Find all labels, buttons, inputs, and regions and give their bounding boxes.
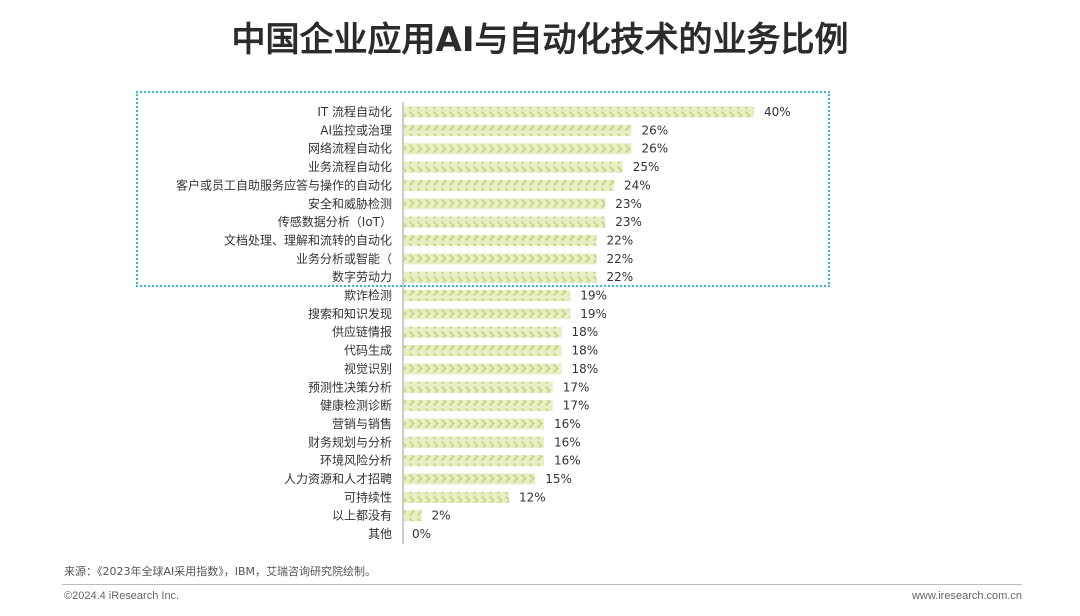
bar [404,253,597,265]
category-label: 营销与销售 [332,416,392,431]
value-label: 25% [633,160,660,174]
website-link[interactable]: www.iresearch.com.cn [911,590,1022,602]
category-label: 搜索和知识发现 [308,306,392,321]
value-label: 15% [545,472,572,486]
category-label: 人力资源和人才招聘 [284,472,392,486]
bar [404,106,754,118]
bar [404,290,571,301]
value-label: 17% [563,399,590,413]
value-label: 19% [580,307,607,321]
bar-chart: IT 流程自动化 40% AI监控或治理 26% 网络流程自动化 26% 业务流程自动化 25… [176,102,791,544]
category-label: 文档处理、理解和流转的自动化 [224,232,392,247]
bar [404,436,544,448]
category-label: 可持续性 [344,489,392,504]
value-label: 18% [572,325,599,339]
category-label: 健康检测诊断 [320,398,392,413]
bar [404,345,562,357]
bar [404,271,597,283]
value-label: 23% [615,215,642,229]
category-label: 视觉识别 [344,361,392,376]
value-label: 23% [615,197,642,211]
category-label: IT 流程自动化 [317,104,392,119]
value-label: 18% [572,362,599,376]
bar [404,473,536,485]
value-label: 22% [607,252,634,266]
category-label: 环境风险分析 [320,453,392,468]
bar [404,418,544,430]
value-label: 16% [554,417,581,431]
category-label: 其他 [368,527,392,541]
category-label: 以上都没有 [332,508,392,523]
category-label: 代码生成 [344,344,392,358]
category-label: 财务规划与分析 [308,434,392,449]
bar [404,510,422,522]
category-label: 业务分析或智能（ [296,251,392,266]
category-label: 网络流程自动化 [308,141,392,156]
bar [404,363,562,375]
category-label: 安全和威胁检测 [308,196,392,211]
category-label: 欺诈检测 [344,288,392,303]
bar [404,400,553,412]
bar [404,326,562,338]
bar [404,198,606,210]
bar [404,455,544,467]
value-label: 0% [412,527,431,541]
bar [404,491,509,503]
bar [404,179,614,191]
bar [404,161,623,173]
category-label: 客户或员工自助服务应答与操作的自动化 [176,177,392,192]
category-label: 供应链情报 [332,324,392,339]
value-label: 24% [624,178,651,192]
value-label: 22% [607,233,634,247]
value-label: 17% [563,380,590,394]
bar [404,308,571,320]
source-note: 来源：《2023年全球AI采用指数》，IBM，艾瑞咨询研究院绘制。 [64,565,377,578]
value-label: 26% [642,123,669,137]
footer-divider [62,584,1022,585]
bar [404,234,597,246]
category-label: 预测性决策分析 [308,380,392,394]
category-label: 数字劳动力 [332,269,392,284]
category-label: AI监控或治理 [320,123,392,137]
value-label: 16% [554,435,581,449]
value-label: 18% [572,344,599,358]
value-label: 2% [432,509,451,523]
value-label: 40% [764,105,791,119]
value-label: 22% [607,270,634,284]
page-title: 中国企业应用AI与自动化技术的业务比例 [231,20,849,60]
category-label: 传感数据分析（IoT） [278,214,392,229]
value-label: 12% [519,490,546,504]
top-ten-highlight-box [136,91,830,287]
value-label: 19% [580,289,607,303]
bar [404,143,632,155]
bar [404,216,606,228]
copyright-text: ©2024.4 iResearch Inc. [64,590,180,602]
value-label: 26% [642,142,669,156]
bar [404,124,632,136]
category-label: 业务流程自动化 [308,159,392,174]
bar [404,381,553,393]
value-label: 16% [554,454,581,468]
